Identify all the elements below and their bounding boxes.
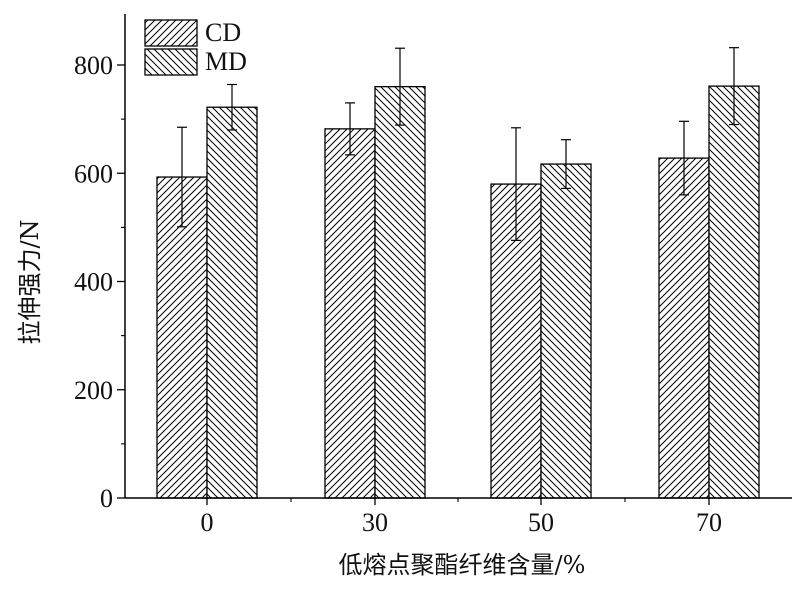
- bars-layer: [156, 85, 760, 499]
- legend-label-cd: CD: [205, 18, 241, 47]
- bar-md-0: [206, 106, 258, 499]
- y-tick-label-0: 0: [100, 484, 113, 513]
- error-bar-md-70: [729, 47, 739, 126]
- y-tick-label-800: 800: [74, 51, 113, 80]
- bar-cd-70: [658, 157, 710, 499]
- error-bar-cd-0: [177, 126, 187, 228]
- bar-cd-0: [156, 176, 208, 499]
- bar-md-70: [708, 85, 760, 499]
- error-bars-layer: [177, 47, 739, 241]
- error-bar-cd-50: [511, 127, 521, 241]
- y-tick-label-200: 200: [74, 376, 113, 405]
- x-tick-label-0: 0: [201, 508, 214, 537]
- legend-swatch-cd: [144, 19, 198, 47]
- x-axis-title: 低熔点聚酯纤维含量/%: [339, 551, 586, 579]
- x-tick-label-70: 70: [696, 508, 722, 537]
- error-bar-cd-70: [679, 120, 689, 196]
- bar-md-50: [540, 163, 592, 499]
- legend-swatch-md: [144, 48, 198, 76]
- legend-label-md: MD: [205, 47, 247, 76]
- error-bar-md-30: [395, 47, 405, 126]
- error-bar-cd-30: [345, 102, 355, 156]
- y-tick-label-600: 600: [74, 159, 113, 188]
- y-axis-title: 拉伸强力/N: [16, 219, 44, 344]
- x-tick-label-30: 30: [362, 508, 388, 537]
- axes-layer: 0 200 400 600 800 0 30 50 70: [74, 14, 792, 537]
- x-tick-label-50: 50: [528, 508, 554, 537]
- y-tick-label-400: 400: [74, 268, 113, 297]
- error-bar-md-0: [227, 83, 237, 131]
- error-bar-md-50: [561, 139, 571, 190]
- bar-md-30: [374, 86, 426, 499]
- bar-cd-30: [324, 128, 376, 499]
